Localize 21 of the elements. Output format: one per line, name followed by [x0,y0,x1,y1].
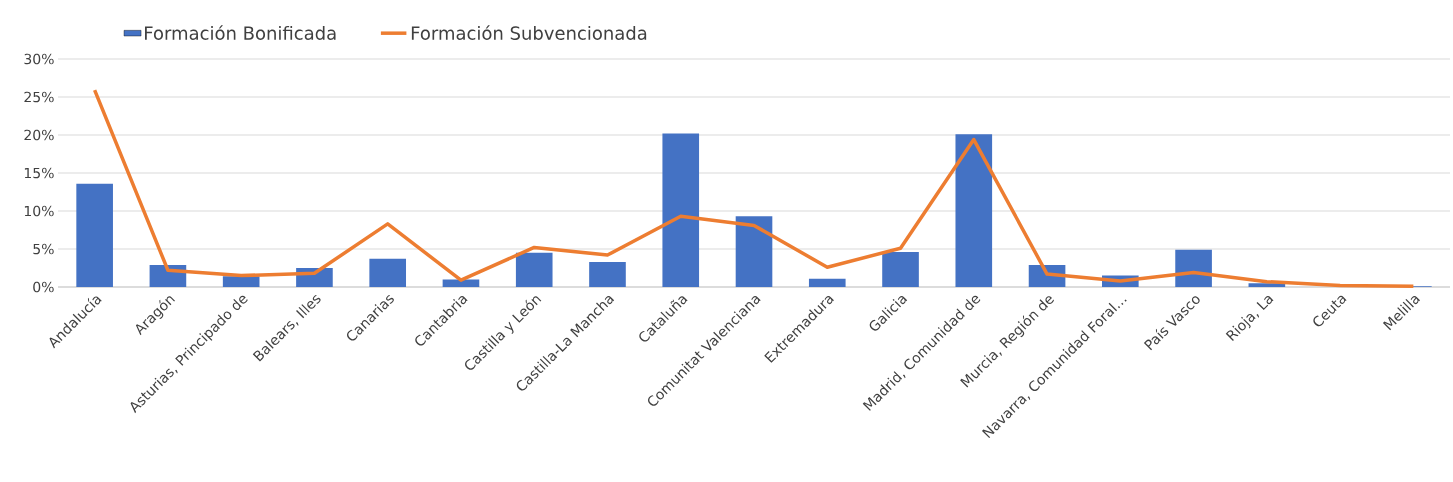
bar [222,276,260,287]
bar [662,133,700,287]
legend-label: Formación Subvencionada [411,25,647,40]
bar [955,134,993,287]
legend-label: Formación Bonificada [145,25,336,40]
bar [1175,249,1212,287]
y-tick-label: 20% [24,129,54,141]
bar [882,252,919,287]
y-tick-label: 30% [24,53,54,65]
y-tick-label: 5% [33,243,54,255]
y-tick-label: 25% [24,91,54,103]
bar [76,183,113,287]
bar [515,252,553,287]
y-tick-label: 15% [24,167,54,179]
bar [442,279,480,287]
bar [589,261,626,287]
bar [735,216,773,287]
bar [369,258,407,287]
bar [808,278,846,287]
y-tick-label: 0% [33,281,54,293]
y-tick-label: 10% [24,205,54,217]
